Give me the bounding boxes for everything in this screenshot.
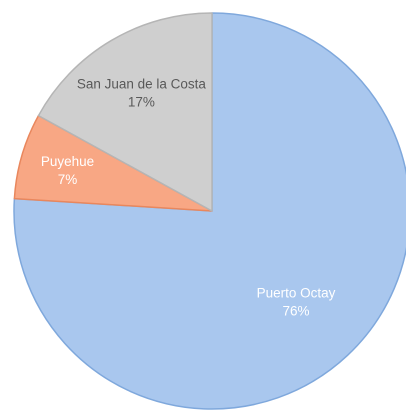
pie-slices (13, 12, 406, 410)
slice-value-label-san-juan-de-la-costa: 17% (128, 95, 155, 110)
pie-labels: Puerto Octay 76% Puyehue 7% San Juan de la C… (41, 77, 336, 319)
slice-category-label-san-juan-de-la-costa: San Juan de la Costa (77, 77, 207, 92)
slice-category-label-puyehue: Puyehue (41, 154, 94, 169)
slice-value-label-puyehue: 7% (58, 172, 78, 187)
pie-slice-san-juan-de-la-costa (37, 12, 213, 212)
slice-category-label-puerto-octay: Puerto Octay (257, 286, 336, 301)
slice-value-label-puerto-octay: 76% (282, 304, 309, 319)
